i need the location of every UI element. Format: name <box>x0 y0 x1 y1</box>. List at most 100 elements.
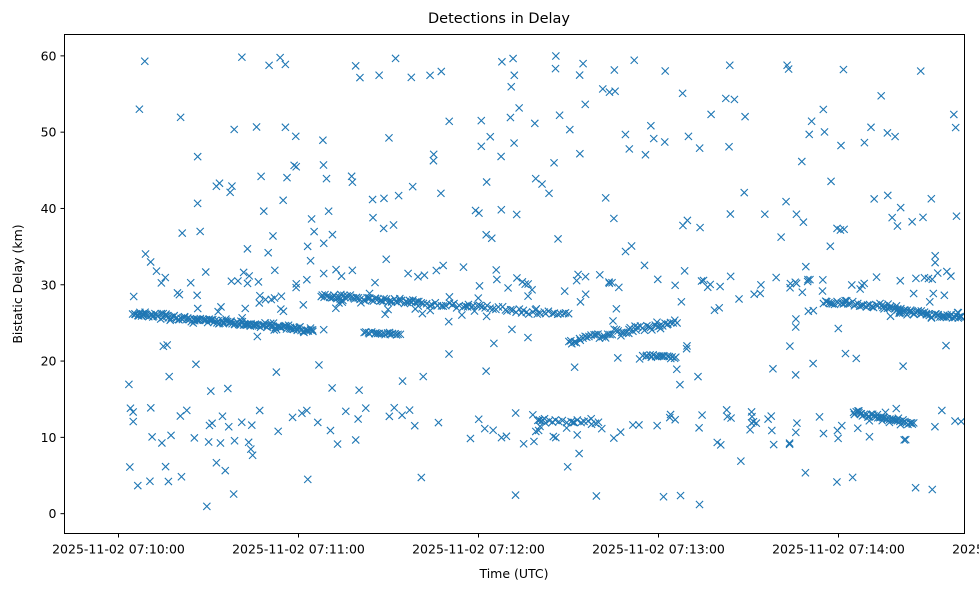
data-point <box>226 188 235 197</box>
data-point <box>598 84 607 93</box>
data-point <box>827 177 836 186</box>
data-point <box>646 350 655 359</box>
data-point <box>931 258 940 267</box>
data-point <box>193 315 201 323</box>
data-point <box>660 138 669 146</box>
data-point <box>804 307 813 316</box>
data-point <box>512 273 521 282</box>
data-point <box>927 194 936 203</box>
data-point <box>354 415 363 424</box>
data-point <box>949 110 958 119</box>
data-point <box>782 197 791 206</box>
data-point <box>248 451 257 460</box>
data-point <box>922 310 931 319</box>
data-point <box>581 272 590 281</box>
data-point <box>715 303 724 312</box>
y-axis: 0 10 20 30 40 50 60 <box>41 48 65 521</box>
data-point <box>352 293 361 302</box>
data-point <box>509 54 518 63</box>
data-point <box>726 272 735 281</box>
data-point <box>163 341 172 349</box>
data-point <box>657 352 666 361</box>
data-point <box>841 296 850 305</box>
data-point <box>769 440 778 449</box>
data-point <box>429 150 438 159</box>
data-point <box>322 174 331 183</box>
data-point <box>474 294 483 303</box>
data-point <box>822 297 831 306</box>
data-point <box>227 182 236 191</box>
data-point <box>398 377 407 386</box>
data-point <box>191 360 200 369</box>
data-point <box>326 426 335 435</box>
data-point <box>176 412 185 421</box>
data-point <box>634 420 643 429</box>
data-point <box>193 152 202 161</box>
data-point <box>908 217 917 226</box>
data-point <box>896 203 905 212</box>
data-point <box>784 65 793 74</box>
data-point <box>161 462 170 471</box>
data-point <box>549 432 558 441</box>
data-point <box>671 353 680 362</box>
data-point <box>551 52 560 61</box>
data-point <box>901 435 910 444</box>
data-point <box>336 295 345 303</box>
data-point <box>277 292 286 301</box>
data-point <box>695 423 704 432</box>
data-point <box>390 403 399 412</box>
data-point <box>627 241 636 250</box>
data-point <box>475 281 484 290</box>
data-point <box>867 123 875 132</box>
data-point <box>572 276 581 285</box>
data-point <box>178 229 187 238</box>
data-point <box>394 191 403 200</box>
data-point <box>492 275 501 284</box>
data-point <box>815 412 824 421</box>
data-point <box>319 160 328 169</box>
data-point <box>243 244 252 253</box>
y-tick-label: 40 <box>41 201 57 216</box>
data-point <box>324 207 333 216</box>
data-point <box>756 280 765 289</box>
data-point <box>488 305 497 314</box>
data-point <box>531 174 540 183</box>
data-point <box>292 283 301 292</box>
data-point <box>238 313 247 322</box>
data-point <box>695 500 704 509</box>
data-point <box>229 490 238 499</box>
data-point <box>432 266 441 275</box>
data-point <box>218 412 227 421</box>
data-point <box>576 297 585 306</box>
data-point <box>872 273 881 282</box>
data-point <box>133 481 142 490</box>
data-point <box>368 213 377 222</box>
data-point <box>497 205 506 214</box>
data-point <box>929 289 938 298</box>
data-point <box>883 191 892 200</box>
data-point <box>834 434 843 443</box>
data-point <box>807 117 816 126</box>
data-point <box>515 103 524 112</box>
data-point <box>582 333 591 342</box>
data-point <box>337 272 346 281</box>
data-point <box>506 113 515 122</box>
data-point <box>726 210 735 219</box>
data-point <box>841 349 850 358</box>
data-point <box>530 119 539 128</box>
data-point <box>281 123 290 132</box>
data-point <box>482 178 491 187</box>
data-point <box>786 283 795 292</box>
x-axis-label: Time (UTC) <box>478 566 548 581</box>
data-point <box>735 294 744 303</box>
data-point <box>837 299 846 308</box>
data-point <box>359 295 368 304</box>
data-point <box>942 267 951 276</box>
data-point <box>307 214 316 223</box>
data-point <box>605 88 614 97</box>
data-point <box>196 227 205 236</box>
data-point <box>805 130 814 139</box>
data-point <box>259 207 268 216</box>
data-point <box>407 73 416 82</box>
data-point <box>697 277 706 286</box>
